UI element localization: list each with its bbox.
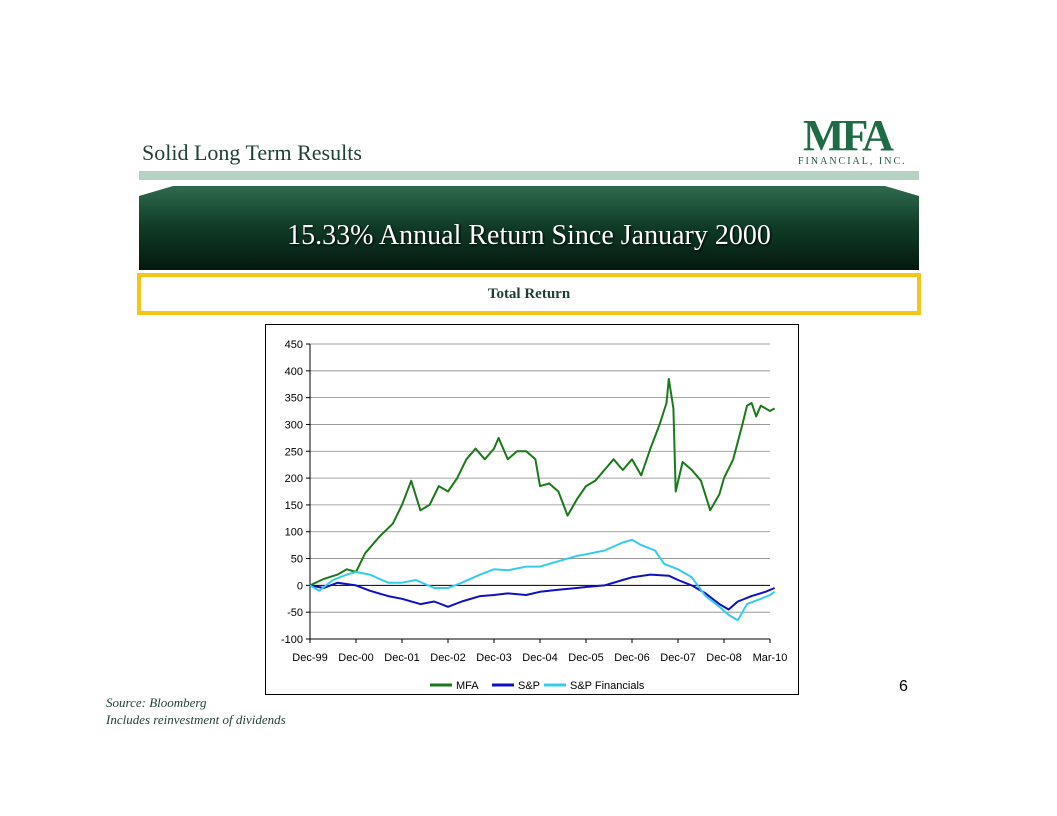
- x-tick-label: Dec-08: [706, 652, 741, 664]
- plot-area: [310, 344, 770, 639]
- chart-container: -100 -50 0 50 100 150 200 250 300 350 400 450 Dec-99…: [265, 324, 799, 695]
- footnotes: Source: Bloomberg Includes reinvestment …: [106, 694, 286, 728]
- company-logo: MFA FINANCIAL, INC.: [795, 114, 920, 170]
- y-tick-label: 50: [291, 554, 303, 566]
- y-tick-label: 300: [285, 419, 303, 431]
- y-tick-label: 450: [285, 339, 303, 351]
- x-tick-label: Dec-99: [292, 652, 327, 664]
- y-tick-label: 400: [285, 366, 303, 378]
- series-line-s-p: [309, 573, 775, 611]
- x-tick-label: Dec-00: [338, 652, 373, 664]
- y-tick-label: 100: [285, 527, 303, 539]
- y-tick-label: -100: [281, 634, 303, 646]
- legend-label: S&P Financials: [570, 680, 645, 692]
- y-tick-label: -50: [287, 607, 303, 619]
- y-tick-label: 150: [285, 500, 303, 512]
- x-tick-label: Dec-07: [660, 652, 695, 664]
- total-return-chart: -100 -50 0 50 100 150 200 250 300 350 400 450 Dec-99…: [281, 339, 788, 692]
- x-tick-label: Dec-01: [384, 652, 419, 664]
- x-tick-label: Dec-04: [522, 652, 557, 664]
- series-line-mfa: [309, 377, 776, 587]
- banner-text: 15.33% Annual Return Since January 2000: [287, 220, 771, 251]
- series-line-s-p-financials: [309, 538, 776, 622]
- y-tick-label: 0: [297, 580, 303, 592]
- x-tick-label: Dec-02: [430, 652, 465, 664]
- logo-mark: MFA: [803, 111, 894, 160]
- x-tick-label: Dec-06: [614, 652, 649, 664]
- logo-subtext: FINANCIAL, INC.: [798, 156, 907, 167]
- source-note: Source: Bloomberg: [106, 695, 207, 710]
- dividend-note: Includes reinvestment of dividends: [106, 712, 286, 727]
- x-tick-label: Mar-10: [753, 652, 788, 664]
- y-tick-label: 250: [285, 446, 303, 458]
- page-title: Solid Long Term Results: [142, 140, 362, 165]
- page-number: 6: [899, 678, 908, 695]
- legend-label: S&P: [518, 680, 540, 692]
- y-tick-label: 200: [285, 473, 303, 485]
- chart-subheading: Total Return: [137, 273, 921, 315]
- header-rule: [139, 171, 919, 180]
- x-tick-label: Dec-05: [568, 652, 603, 664]
- banner-background: [139, 186, 919, 270]
- x-tick-label: Dec-03: [476, 652, 511, 664]
- title-banner: 15.33% Annual Return Since January 2000: [139, 186, 919, 270]
- y-tick-label: 350: [285, 393, 303, 405]
- legend-label: MFA: [456, 680, 479, 692]
